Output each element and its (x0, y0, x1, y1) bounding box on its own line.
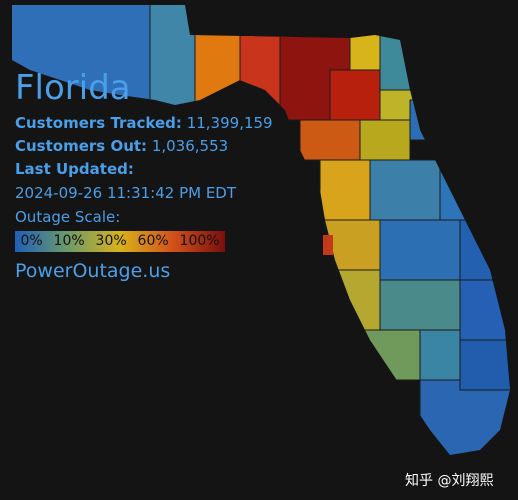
county (323, 235, 333, 255)
county (409, 99, 451, 141)
watermark: 知乎 @刘翔熙 (405, 473, 494, 489)
scale-stop: 10% (53, 233, 85, 249)
stat-value: 1,036,553 (151, 137, 229, 155)
county (319, 159, 371, 221)
scale-stops: 0% 10% 30% 60% 100% (15, 233, 225, 249)
stat: Customers Tracked: 11,399,159 (15, 114, 273, 132)
stat-value: 11,399,159 (186, 114, 273, 132)
county (379, 279, 461, 331)
source-link[interactable]: PowerOutage.us (15, 260, 171, 282)
county (149, 5, 201, 111)
scale-bar (15, 231, 225, 252)
county (379, 29, 421, 91)
scale-stop: 100% (179, 233, 220, 249)
county (369, 159, 441, 221)
county (459, 339, 510, 391)
scale-stop: 30% (95, 233, 127, 249)
county (299, 119, 361, 161)
county (339, 329, 421, 381)
scale-stop: 0% (20, 233, 43, 249)
county (349, 29, 381, 71)
county (329, 269, 381, 331)
county (419, 379, 510, 455)
updated-label: Last Updated: (15, 160, 134, 178)
scale-label: Outage Scale: (15, 208, 121, 226)
county (459, 279, 510, 341)
county (439, 159, 481, 221)
scale-stop: 60% (137, 233, 169, 249)
stat-label: Customers Tracked: (15, 114, 182, 132)
stat-label: Customers Out: (15, 137, 148, 155)
county (379, 219, 461, 281)
title: Florida (15, 68, 131, 108)
stat: Customers Out: 1,036,553 (15, 137, 228, 155)
updated-value: 2024-09-26 11:31:42 PM EDT (15, 184, 237, 202)
county (419, 329, 461, 381)
county (459, 219, 510, 281)
